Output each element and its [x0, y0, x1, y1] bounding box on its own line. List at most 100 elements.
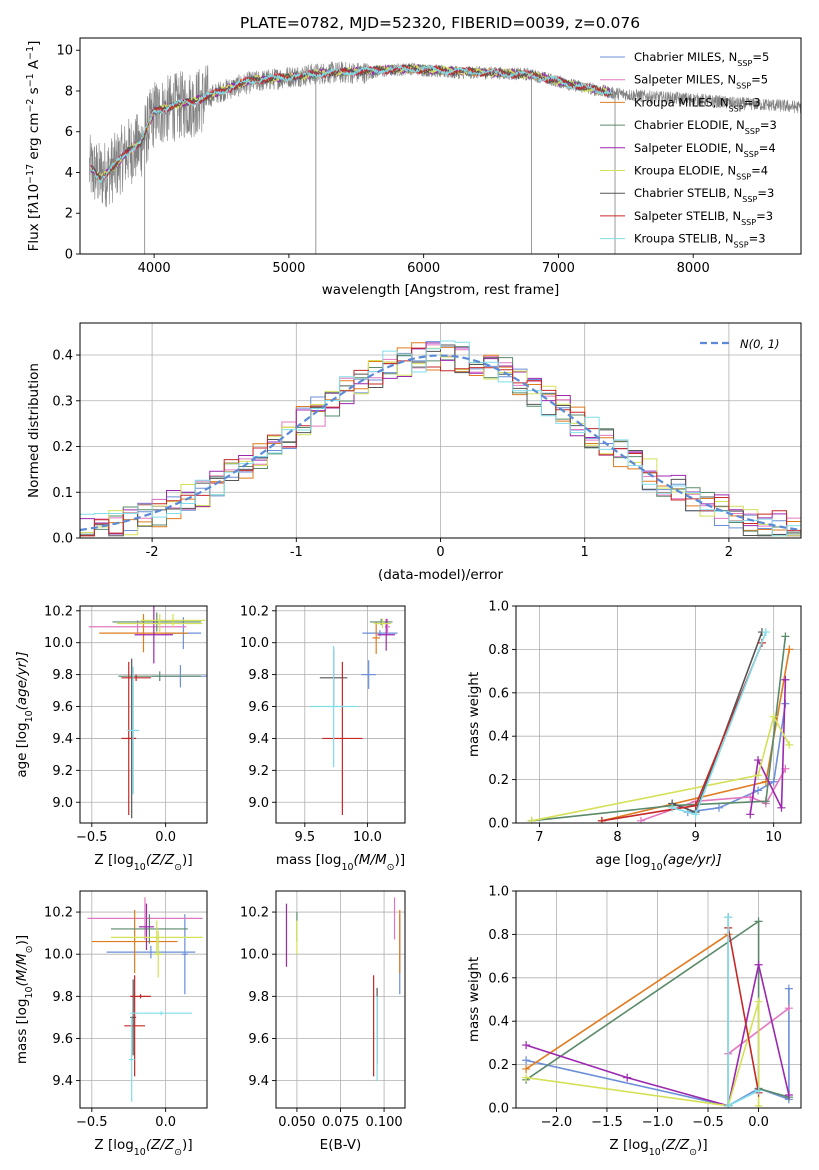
y-tick-label: 9.4 — [248, 732, 269, 747]
mass-weight-marker — [784, 984, 793, 993]
panel-age_vs_mass: 9.5 10.0 9.0 9.2 9.4 9.6 9.8 10.0 10.2 mass [log1… — [240, 604, 406, 873]
y-tick-label: 0.8 — [488, 928, 509, 943]
x-tick-label: −1.5 — [591, 1115, 623, 1130]
y-tick-label: 9.6 — [248, 700, 269, 715]
panel-spectrum: 4000 5000 6000 7000 8000 0 2 4 6 8 10 wavelength [A… — [25, 37, 802, 298]
x-tick-label: 6000 — [407, 261, 440, 276]
mass-weight-marker — [746, 810, 755, 819]
y-tick-label: 9.8 — [52, 668, 73, 683]
x-tick-label: 2 — [725, 545, 733, 560]
legend-entry: Salpeter STELIB, NSSP=3 — [634, 209, 773, 227]
x-tick-label: 10 — [765, 830, 782, 845]
y-tick-label: 0.6 — [488, 971, 509, 986]
y-tick-label: 0.3 — [52, 394, 73, 409]
plot-area — [88, 606, 207, 819]
axes-frame — [275, 605, 406, 824]
residual-histogram — [80, 340, 801, 537]
plot-area — [285, 897, 401, 1081]
y-tick-label: 0.0 — [52, 532, 73, 547]
y-tick-label: 9.6 — [248, 1032, 269, 1047]
x-tick-label: 7000 — [542, 261, 575, 276]
legend-entry: Kroupa MILES, NSSP=3 — [634, 95, 761, 113]
legend-entry: Salpeter MILES, NSSP=5 — [634, 73, 768, 91]
panel-residuals: -2 -1 0 1 2 0.0 0.1 0.2 0.3 0.4 (data-model)/error… — [26, 322, 802, 583]
plot-area — [522, 913, 793, 1108]
x-tick-label: 10.0 — [353, 830, 382, 845]
y-tick-label: 9.0 — [248, 796, 269, 811]
mass-weight-marker — [754, 917, 763, 926]
x-axis-label: wavelength [Angstrom, rest frame] — [322, 282, 560, 298]
x-tick-label: −0.5 — [76, 830, 108, 845]
y-tick-label: 1.0 — [488, 885, 509, 900]
y-tick-label: 10.0 — [240, 636, 269, 651]
panel-weight_vs_Z: −2.0 −1.5 −1.0 −0.5 0.0 0.0 0.2 0.4 0.6 0.8 1.0 Z [… — [466, 885, 802, 1158]
mass-weight-marker — [668, 803, 677, 812]
y-axis-label: mass weight — [466, 957, 482, 1042]
legend-entry: Salpeter ELODIE, NSSP=4 — [634, 141, 776, 159]
mass-weight-marker — [724, 1101, 733, 1108]
panel-mass_vs_Z: −0.5 0.0 9.4 9.6 9.8 10.0 10.2 Z [log10(Z/Z⊙)] m… — [14, 890, 208, 1158]
axes-frame — [79, 890, 208, 1109]
y-tick-label: 4 — [65, 166, 73, 181]
mass-weight-line — [525, 1001, 760, 1107]
x-tick-label: -1 — [290, 545, 303, 560]
mass-weight-marker — [785, 740, 794, 749]
x-tick-label: 0.050 — [278, 1115, 315, 1130]
figure-title: PLATE=0782, MJD=52320, FIBERID=0039, z=0… — [240, 14, 640, 32]
model-spectrum-line — [90, 63, 613, 184]
x-axis-label: (data-model)/error — [378, 567, 504, 583]
y-tick-label: 8 — [65, 84, 73, 99]
residual-histogram — [80, 347, 801, 537]
x-axis-label: mass [log10(M/M⊙)] — [276, 852, 405, 873]
y-tick-label: 0.0 — [488, 817, 509, 832]
mass-weight-marker — [522, 1073, 531, 1082]
y-tick-label: 0.2 — [52, 440, 73, 455]
y-tick-label: 10.0 — [44, 948, 73, 963]
x-tick-label: 8000 — [677, 261, 710, 276]
plot-area — [309, 618, 398, 816]
x-tick-label: 7 — [535, 830, 543, 845]
mass-weight-marker — [623, 1073, 632, 1082]
x-tick-label: 0.075 — [322, 1115, 359, 1130]
mass-weight-marker — [754, 960, 763, 969]
y-axis-label: Flux [fλ10−17 erg cm−2 s−1 A−1] — [25, 41, 43, 252]
mass-weight-marker — [784, 1090, 793, 1099]
x-axis-label: Z [log10(Z/Z⊙)] — [94, 1137, 192, 1158]
y-tick-label: 0.2 — [488, 773, 509, 788]
y-tick-label: 0.4 — [488, 1015, 509, 1030]
legend-entry: Kroupa ELODIE, NSSP=4 — [634, 164, 768, 182]
mass-weight-marker — [761, 797, 770, 806]
mass-weight-marker — [761, 628, 770, 637]
axes-frame — [515, 605, 802, 824]
y-tick-label: 9.8 — [248, 990, 269, 1005]
x-tick-label: 8 — [613, 830, 621, 845]
y-tick-label: 1.0 — [488, 600, 509, 615]
panel-weight_vs_age: 7 8 9 10 0.0 0.2 0.4 0.6 0.8 1.0 age [log10(age/yr… — [466, 600, 802, 873]
x-tick-label: 1 — [581, 545, 589, 560]
mass-weight-marker — [522, 1064, 531, 1073]
plot-area — [87, 897, 203, 1102]
y-tick-label: 9.4 — [248, 1074, 269, 1089]
spectrum-legend: Chabrier MILES, NSSP=5 Salpeter MILES, NS… — [600, 50, 777, 249]
y-tick-label: 9.6 — [52, 700, 73, 715]
x-tick-label: 4000 — [138, 261, 171, 276]
y-axis-label: mass weight — [466, 672, 482, 757]
y-tick-label: 10.2 — [240, 906, 269, 921]
axes-frame — [515, 890, 802, 1109]
mass-weight-marker — [691, 810, 700, 819]
mass-weight-marker — [781, 675, 790, 684]
mass-weight-marker — [754, 1101, 763, 1108]
legend-entry: Chabrier STELIB, NSSP=3 — [634, 186, 774, 204]
y-tick-label: 9.0 — [52, 796, 73, 811]
mass-weight-marker — [754, 771, 763, 780]
y-tick-label: 0.4 — [52, 349, 73, 364]
plot-area — [89, 61, 801, 254]
y-tick-label: 9.2 — [248, 764, 269, 779]
axes-frame — [79, 322, 802, 539]
mass-weight-marker — [527, 816, 536, 823]
y-axis-label: Normed distribution — [26, 363, 42, 498]
y-tick-label: 10.2 — [240, 604, 269, 619]
x-tick-label: −1.0 — [642, 1115, 674, 1130]
x-tick-label: −0.5 — [76, 1115, 108, 1130]
